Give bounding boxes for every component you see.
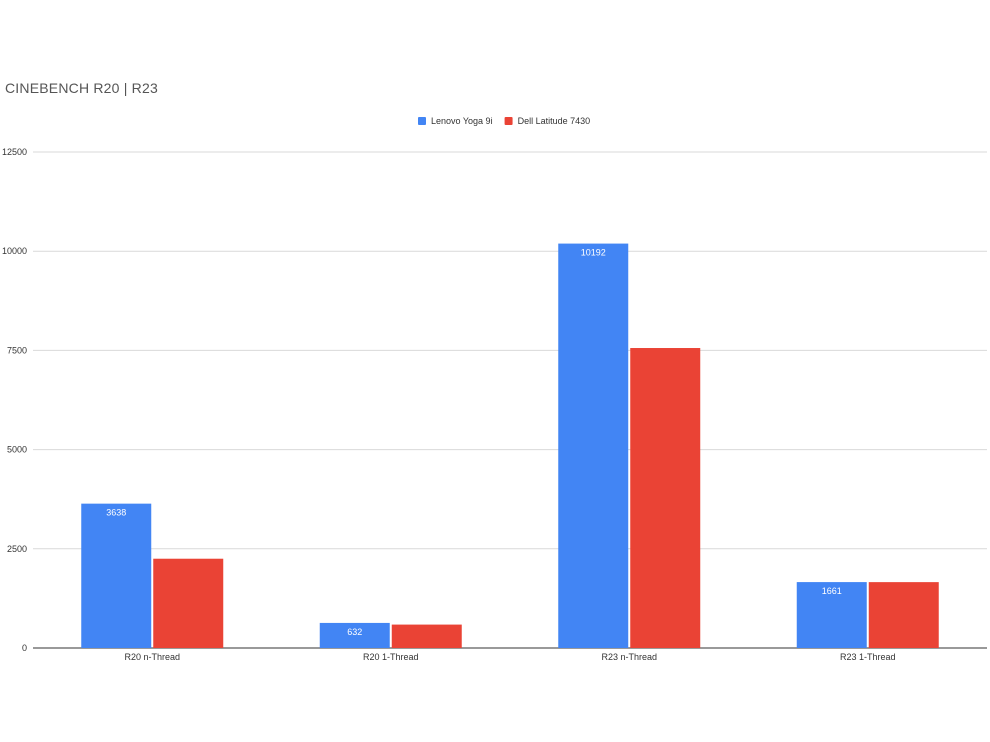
bar-value-label: 3638 xyxy=(106,508,126,518)
y-tick-label: 2500 xyxy=(7,544,27,554)
chart-title: CINEBENCH R20 | R23 xyxy=(5,80,158,96)
bar xyxy=(319,622,390,648)
bar xyxy=(558,243,629,649)
x-tick-label: R23 n-Thread xyxy=(601,652,657,662)
bar-value-label: 10192 xyxy=(581,248,606,258)
legend-label: Dell Latitude 7430 xyxy=(518,116,591,126)
y-tick-label: 12500 xyxy=(2,147,27,157)
bar xyxy=(630,348,701,648)
x-tick-label: R20 1-Thread xyxy=(363,652,419,662)
legend-swatch xyxy=(504,117,513,125)
legend-swatch xyxy=(418,117,426,125)
y-tick-label: 0 xyxy=(22,643,27,653)
bar xyxy=(796,582,867,648)
y-tick-label: 10000 xyxy=(2,246,27,256)
x-tick-label: R23 1-Thread xyxy=(840,652,896,662)
bar xyxy=(81,503,152,648)
bar-value-label: 632 xyxy=(347,627,362,637)
y-tick-label: 5000 xyxy=(7,445,27,455)
y-tick-label: 7500 xyxy=(7,345,27,355)
bar xyxy=(391,624,462,648)
bar xyxy=(153,558,224,648)
legend-label: Lenovo Yoga 9i xyxy=(431,116,493,126)
x-tick-label: R20 n-Thread xyxy=(124,652,180,662)
bar-value-label: 1661 xyxy=(822,586,842,596)
bar xyxy=(868,582,939,648)
